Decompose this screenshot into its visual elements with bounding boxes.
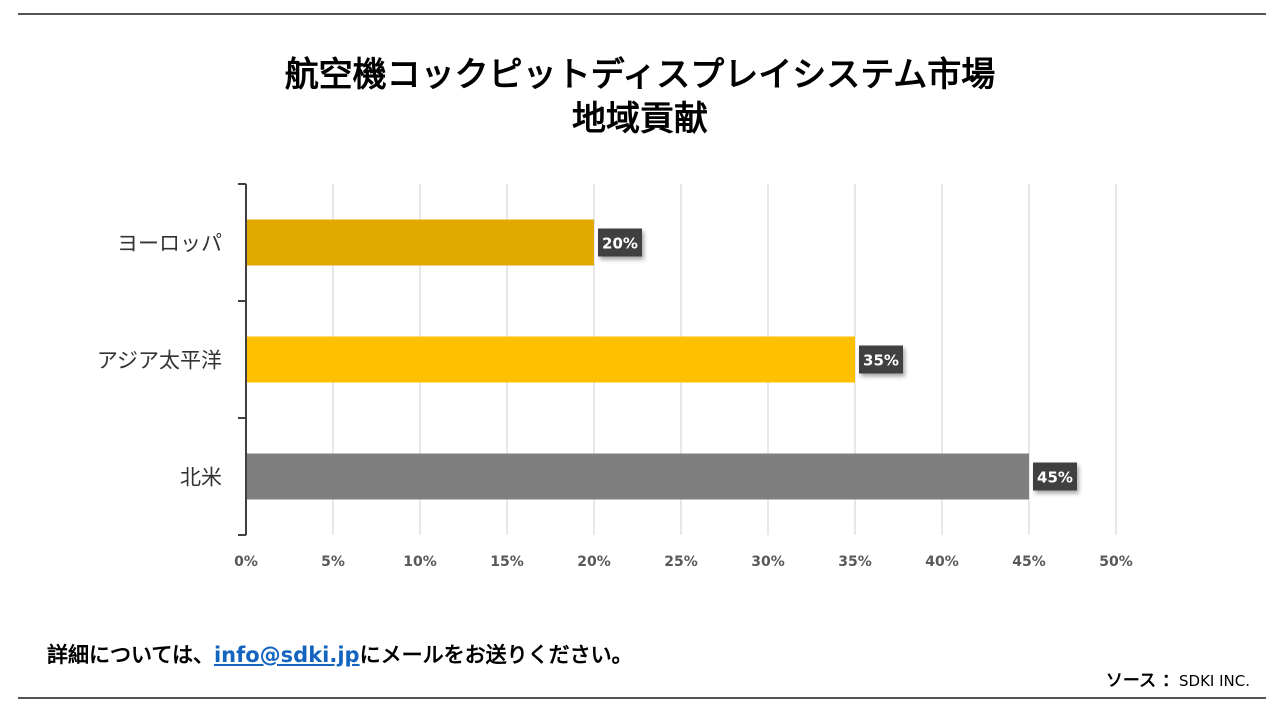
x-tick-label: 5% <box>321 554 345 570</box>
bottom-rule <box>18 697 1266 699</box>
x-tick-label: 15% <box>490 554 524 570</box>
data-label: 45% <box>1037 469 1073 487</box>
source-label: ソース ： <box>1105 671 1179 691</box>
top-rule <box>18 13 1266 15</box>
x-tick-label: 30% <box>751 554 785 570</box>
email-link[interactable]: info@sdki.jp <box>213 643 360 667</box>
source-credit: ソース ：SDKI INC. <box>1106 666 1250 691</box>
chart-title: 航空機コックピットディスプレイシステム市場 <box>284 55 996 95</box>
x-tick-label: 10% <box>403 554 437 570</box>
data-label-box <box>1033 462 1077 491</box>
category-label: ヨーロッパ <box>117 232 222 256</box>
data-label: 35% <box>863 352 899 370</box>
x-tick-label: 45% <box>1012 554 1046 570</box>
contact-suffix: にメールをお送りください。 <box>359 643 633 667</box>
contact-note: 詳細については、info@sdki.jpにメールをお送りください。 <box>47 639 633 669</box>
source-value: SDKI INC. <box>1179 672 1250 690</box>
data-label: 20% <box>602 235 638 253</box>
x-tick-label: 35% <box>838 554 872 570</box>
bar <box>246 453 1029 500</box>
category-label: 北米 <box>180 466 222 490</box>
bar <box>246 336 855 383</box>
x-tick-label: 0% <box>234 554 258 570</box>
bar <box>246 219 594 266</box>
chart-subtitle: 地域貢献 <box>572 99 708 139</box>
data-label-box <box>598 228 642 257</box>
x-tick-label: 40% <box>925 554 959 570</box>
x-tick-label: 25% <box>664 554 698 570</box>
x-tick-label: 50% <box>1099 554 1133 570</box>
x-tick-label: 20% <box>577 554 611 570</box>
category-label: アジア太平洋 <box>97 349 222 373</box>
contact-prefix: 詳細については、 <box>47 643 214 667</box>
data-label-box <box>859 345 903 374</box>
